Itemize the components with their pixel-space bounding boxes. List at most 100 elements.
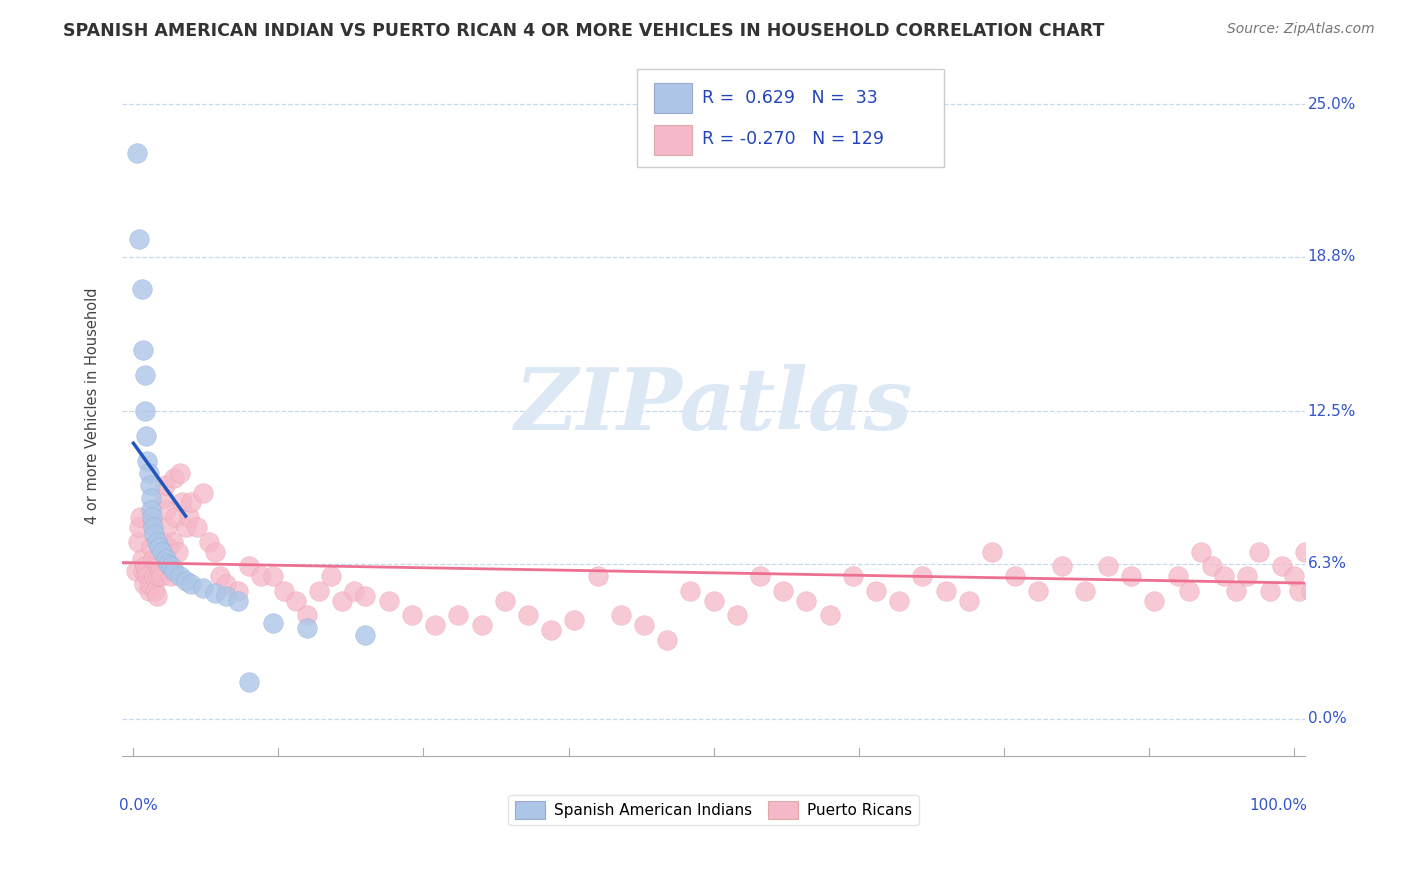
Point <box>162 534 184 549</box>
Point <box>134 368 156 382</box>
Point <box>127 534 149 549</box>
Point <box>142 552 165 566</box>
Point <box>152 491 174 505</box>
Point <box>215 576 238 591</box>
Point <box>1121 569 1143 583</box>
Point <box>198 534 221 549</box>
Point <box>226 583 249 598</box>
Point <box>842 569 865 583</box>
Point <box>156 520 179 534</box>
Text: Source: ZipAtlas.com: Source: ZipAtlas.com <box>1227 22 1375 37</box>
Point <box>772 583 794 598</box>
Point <box>284 593 307 607</box>
Text: 0.0%: 0.0% <box>120 797 159 813</box>
Point <box>125 146 148 161</box>
Point <box>1178 583 1201 598</box>
Point <box>135 429 157 443</box>
Point <box>1213 569 1236 583</box>
Point <box>1375 583 1398 598</box>
Point <box>250 569 273 583</box>
Point <box>238 674 260 689</box>
Point <box>136 453 159 467</box>
Point <box>749 569 772 583</box>
Point <box>1353 569 1375 583</box>
Point <box>308 583 330 598</box>
Point <box>138 576 160 591</box>
Point <box>153 478 176 492</box>
Point <box>135 564 157 578</box>
Point <box>145 589 167 603</box>
Point <box>1329 569 1351 583</box>
Point <box>136 569 159 583</box>
Point <box>155 503 177 517</box>
Point <box>204 586 226 600</box>
Point <box>148 559 170 574</box>
Text: SPANISH AMERICAN INDIAN VS PUERTO RICAN 4 OR MORE VEHICLES IN HOUSEHOLD CORRELAT: SPANISH AMERICAN INDIAN VS PUERTO RICAN … <box>63 22 1105 40</box>
Text: 100.0%: 100.0% <box>1250 797 1308 813</box>
Point <box>191 582 214 596</box>
Point <box>1260 583 1282 598</box>
Point <box>169 466 191 480</box>
Point <box>911 569 934 583</box>
Point <box>159 569 181 583</box>
Point <box>1312 569 1334 583</box>
Point <box>865 583 887 598</box>
Point <box>145 583 167 598</box>
Point <box>273 583 295 598</box>
Point <box>725 608 748 623</box>
Point <box>128 232 150 246</box>
Point <box>143 569 166 583</box>
Point <box>157 540 180 554</box>
Point <box>330 593 353 607</box>
Point <box>262 569 284 583</box>
Point <box>1358 559 1381 574</box>
Point <box>1236 569 1258 583</box>
Point <box>1306 559 1329 574</box>
Point <box>1347 544 1369 558</box>
Point <box>319 569 342 583</box>
Point <box>703 593 725 607</box>
Point <box>1294 544 1316 558</box>
Point <box>1167 569 1189 583</box>
Point <box>179 510 201 524</box>
Text: R = -0.270   N = 129: R = -0.270 N = 129 <box>702 130 884 148</box>
Point <box>163 564 186 578</box>
Point <box>165 510 187 524</box>
Point <box>1364 583 1386 598</box>
Point <box>146 569 169 583</box>
Point <box>1405 544 1406 558</box>
Point <box>354 589 377 603</box>
Point <box>1393 559 1406 574</box>
Point <box>1225 583 1247 598</box>
Point <box>796 593 818 607</box>
Point <box>297 608 319 623</box>
FancyBboxPatch shape <box>637 70 945 167</box>
Point <box>138 583 160 598</box>
Text: ZIPatlas: ZIPatlas <box>515 364 912 447</box>
Point <box>148 540 170 554</box>
Point <box>1189 544 1212 558</box>
Point <box>1381 569 1403 583</box>
Point <box>1271 559 1294 574</box>
Point <box>586 569 609 583</box>
Point <box>215 589 238 603</box>
Text: R =  0.629   N =  33: R = 0.629 N = 33 <box>702 89 877 107</box>
Point <box>818 608 841 623</box>
Point <box>131 282 153 296</box>
Point <box>226 593 249 607</box>
Y-axis label: 4 or more Vehicles in Household: 4 or more Vehicles in Household <box>86 287 100 524</box>
Point <box>494 593 516 607</box>
Point <box>186 520 208 534</box>
Point <box>145 534 167 549</box>
Point <box>139 491 162 505</box>
Point <box>138 478 160 492</box>
Point <box>354 628 377 642</box>
Point <box>401 608 423 623</box>
Point <box>209 569 232 583</box>
Text: 12.5%: 12.5% <box>1308 404 1355 419</box>
Point <box>1247 544 1270 558</box>
Point <box>981 544 1004 558</box>
Point <box>139 540 162 554</box>
Point <box>157 557 180 571</box>
Point <box>423 618 446 632</box>
